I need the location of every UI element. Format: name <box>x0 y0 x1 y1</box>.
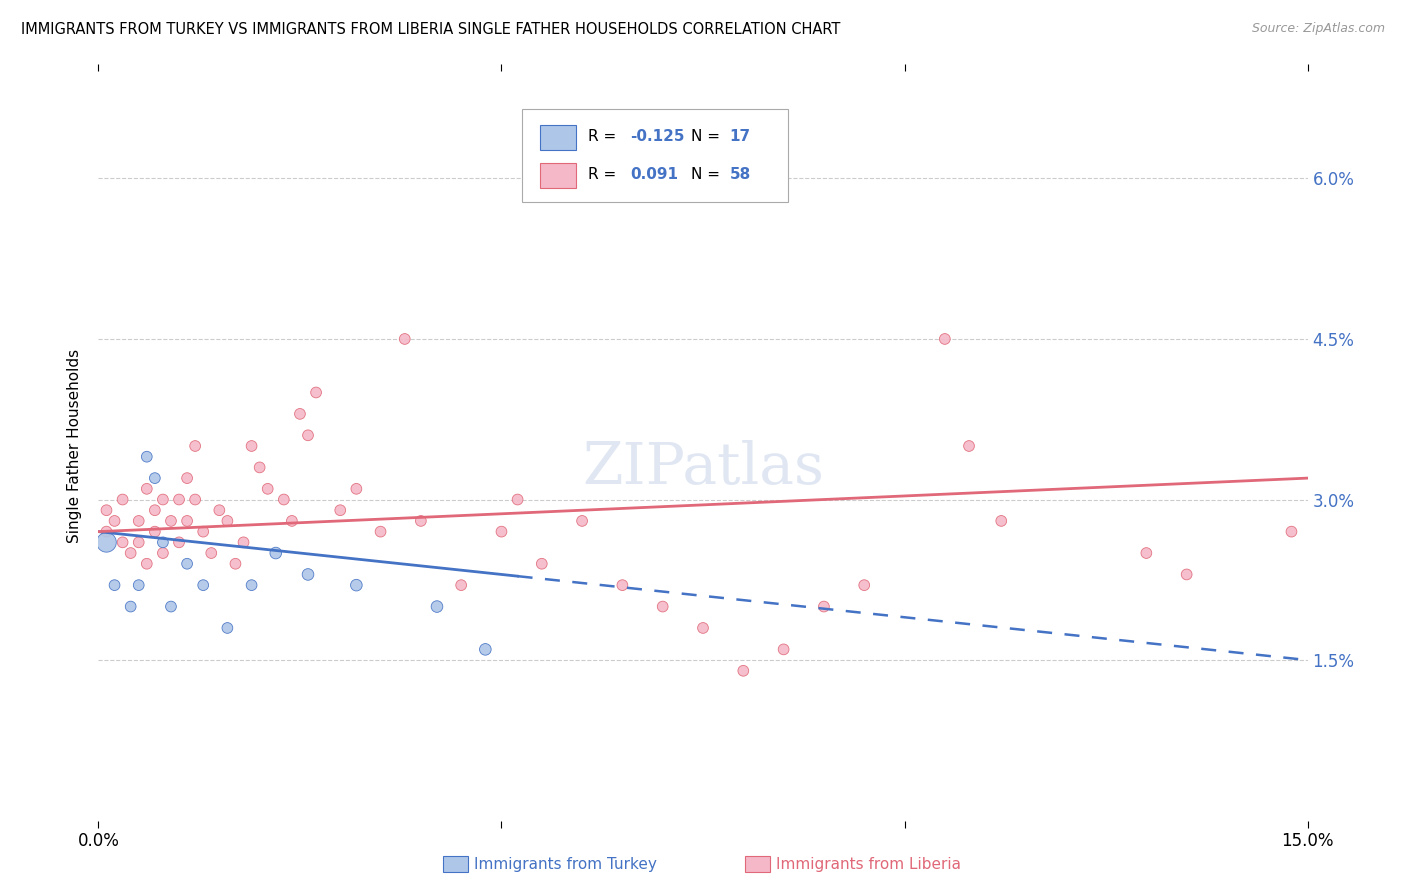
Y-axis label: Single Father Households: Single Father Households <box>67 349 83 543</box>
Point <box>344 578 367 592</box>
Point <box>530 557 553 571</box>
Point <box>193 524 215 539</box>
FancyBboxPatch shape <box>540 126 576 150</box>
Point <box>329 503 352 517</box>
Point <box>1135 546 1157 560</box>
Point <box>200 546 222 560</box>
Point <box>152 535 174 549</box>
Point <box>1175 567 1198 582</box>
Point <box>111 535 134 549</box>
Point <box>990 514 1012 528</box>
FancyBboxPatch shape <box>522 109 787 202</box>
Text: ZIPatlas: ZIPatlas <box>582 441 824 497</box>
Point <box>96 535 118 549</box>
Text: 58: 58 <box>730 167 751 182</box>
Point <box>264 546 287 560</box>
Point <box>143 524 166 539</box>
Point <box>240 439 263 453</box>
FancyBboxPatch shape <box>540 163 576 188</box>
Text: IMMIGRANTS FROM TURKEY VS IMMIGRANTS FROM LIBERIA SINGLE FATHER HOUSEHOLDS CORRE: IMMIGRANTS FROM TURKEY VS IMMIGRANTS FRO… <box>21 22 841 37</box>
Text: 17: 17 <box>730 129 751 145</box>
Point <box>772 642 794 657</box>
Point <box>217 621 239 635</box>
Point <box>409 514 432 528</box>
Text: 0.091: 0.091 <box>630 167 679 182</box>
Text: Immigrants from Turkey: Immigrants from Turkey <box>474 857 657 871</box>
Text: N =: N = <box>690 129 724 145</box>
Point <box>128 535 150 549</box>
Point <box>152 546 174 560</box>
Point <box>96 524 118 539</box>
Point <box>957 439 980 453</box>
Point <box>167 535 190 549</box>
Point <box>370 524 392 539</box>
Point <box>281 514 304 528</box>
Text: -0.125: -0.125 <box>630 129 685 145</box>
Point <box>934 332 956 346</box>
Point <box>288 407 311 421</box>
Point <box>344 482 367 496</box>
Point <box>135 450 157 464</box>
Point <box>297 567 319 582</box>
Point <box>305 385 328 400</box>
Point <box>167 492 190 507</box>
Point <box>853 578 876 592</box>
Point <box>160 514 183 528</box>
Point <box>426 599 449 614</box>
Point <box>160 599 183 614</box>
Point <box>193 578 215 592</box>
Point <box>813 599 835 614</box>
Point <box>152 492 174 507</box>
Point <box>135 482 157 496</box>
Point <box>1281 524 1303 539</box>
Point <box>111 492 134 507</box>
Point <box>96 503 118 517</box>
Text: N =: N = <box>690 167 724 182</box>
Point <box>120 599 142 614</box>
Point <box>506 492 529 507</box>
Point <box>120 546 142 560</box>
Point <box>217 514 239 528</box>
Point <box>273 492 295 507</box>
Point <box>450 578 472 592</box>
Point <box>297 428 319 442</box>
Text: Source: ZipAtlas.com: Source: ZipAtlas.com <box>1251 22 1385 36</box>
Point <box>249 460 271 475</box>
Text: R =: R = <box>588 167 621 182</box>
Point <box>474 642 496 657</box>
Point <box>176 557 198 571</box>
Point <box>176 514 198 528</box>
Text: R =: R = <box>588 129 621 145</box>
Point <box>651 599 673 614</box>
Point <box>612 578 634 592</box>
Point <box>692 621 714 635</box>
Point <box>103 514 125 528</box>
Point <box>184 492 207 507</box>
Point <box>232 535 254 549</box>
Point <box>240 578 263 592</box>
Point <box>208 503 231 517</box>
Point <box>733 664 755 678</box>
Point <box>143 471 166 485</box>
Point <box>184 439 207 453</box>
Point <box>128 514 150 528</box>
Text: Immigrants from Liberia: Immigrants from Liberia <box>776 857 962 871</box>
Point <box>491 524 513 539</box>
Point <box>256 482 278 496</box>
Point <box>176 471 198 485</box>
Point <box>143 503 166 517</box>
Point <box>394 332 416 346</box>
Point <box>128 578 150 592</box>
Point <box>224 557 246 571</box>
Point <box>571 514 593 528</box>
Point <box>135 557 157 571</box>
Point <box>103 578 125 592</box>
